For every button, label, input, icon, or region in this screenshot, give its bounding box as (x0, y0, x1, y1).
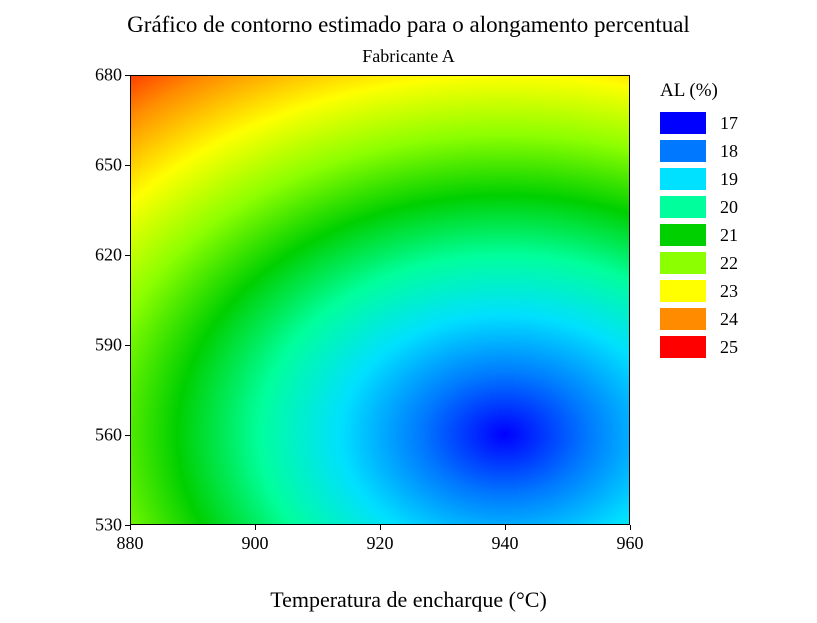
legend-item: 20 (660, 196, 738, 218)
x-tick-mark (380, 525, 381, 530)
legend-swatch (660, 280, 706, 302)
legend-item: 17 (660, 112, 738, 134)
legend-item: 19 (660, 168, 738, 190)
legend-swatch (660, 252, 706, 274)
x-tick-mark (255, 525, 256, 530)
y-tick-mark (125, 75, 130, 76)
legend-label: 21 (720, 225, 738, 246)
y-tick-mark (125, 255, 130, 256)
legend-label: 20 (720, 197, 738, 218)
legend-item: 18 (660, 140, 738, 162)
legend-label: 23 (720, 281, 738, 302)
legend-swatch (660, 336, 706, 358)
x-tick-mark (130, 525, 131, 530)
legend-label: 22 (720, 253, 738, 274)
legend-item: 23 (660, 280, 738, 302)
legend-swatch (660, 196, 706, 218)
legend-swatch (660, 308, 706, 330)
legend-label: 19 (720, 169, 738, 190)
x-tick-mark (630, 525, 631, 530)
plot-area: 530560590620650680880900920940960 (130, 75, 630, 525)
legend-label: 25 (720, 337, 738, 358)
legend-item: 24 (660, 308, 738, 330)
x-tick-label: 920 (367, 533, 394, 554)
chart-title: Gráfico de contorno estimado para o alon… (0, 12, 817, 38)
legend-item: 21 (660, 224, 738, 246)
chart-subtitle: Fabricante A (0, 46, 817, 67)
legend-swatch (660, 140, 706, 162)
legend-label: 24 (720, 309, 738, 330)
legend-item: 22 (660, 252, 738, 274)
x-axis-label: Temperatura de encharque (°C) (0, 587, 817, 613)
legend-item: 25 (660, 336, 738, 358)
x-tick-label: 960 (617, 533, 644, 554)
legend-label: 18 (720, 141, 738, 162)
legend-label: 17 (720, 113, 738, 134)
legend-swatch (660, 224, 706, 246)
y-tick-label: 680 (95, 65, 122, 86)
y-tick-label: 590 (95, 335, 122, 356)
legend: AL (%) 17 18 19 20 21 22 23 24 25 (660, 80, 738, 364)
x-tick-label: 940 (492, 533, 519, 554)
legend-swatch (660, 112, 706, 134)
legend-title: AL (%) (660, 80, 738, 102)
plot-border (130, 75, 630, 525)
legend-swatch (660, 168, 706, 190)
y-tick-mark (125, 345, 130, 346)
x-tick-mark (505, 525, 506, 530)
y-tick-label: 620 (95, 245, 122, 266)
y-tick-mark (125, 435, 130, 436)
y-tick-label: 560 (95, 425, 122, 446)
x-tick-label: 900 (242, 533, 269, 554)
x-tick-label: 880 (117, 533, 144, 554)
y-tick-label: 650 (95, 155, 122, 176)
y-tick-mark (125, 165, 130, 166)
